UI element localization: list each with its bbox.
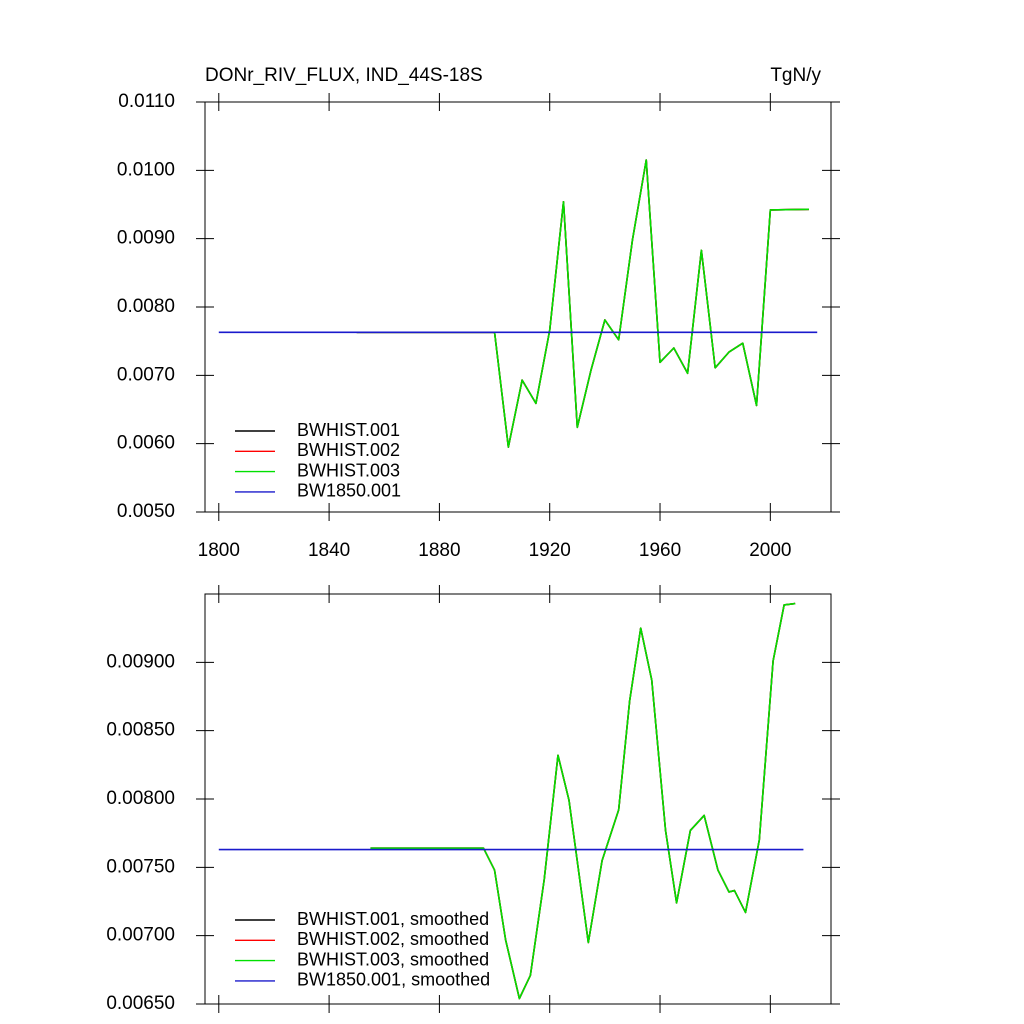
- legend-label: BWHIST.001, smoothed: [297, 909, 489, 929]
- y-tick-label: 0.0060: [117, 433, 175, 454]
- y-tick-label: 0.0070: [117, 364, 175, 385]
- y-tick-label: 0.00850: [106, 720, 175, 741]
- legend-label: BWHIST.003: [297, 460, 400, 480]
- series-line: [370, 602, 796, 1000]
- y-tick-label: 0.0050: [117, 501, 175, 522]
- legend-label: BW1850.001, smoothed: [297, 970, 490, 990]
- x-tick-label: 1960: [639, 540, 681, 561]
- x-tick-label: 2000: [749, 540, 791, 561]
- y-tick-label: 0.00700: [106, 925, 175, 946]
- legend-label: BW1850.001: [297, 481, 401, 501]
- x-tick-label: 1840: [308, 540, 350, 561]
- legend-label: BWHIST.003, smoothed: [297, 949, 489, 969]
- plot-frame: [204, 101, 832, 513]
- legend-label: BWHIST.001: [297, 420, 400, 440]
- y-tick-label: 0.00900: [106, 651, 175, 672]
- y-tick-label: 0.0110: [118, 91, 175, 112]
- series-line: [356, 159, 809, 448]
- y-tick-label: 0.00750: [106, 856, 175, 877]
- y-tick-label: 0.00650: [106, 993, 175, 1014]
- y-tick-label: 0.0080: [117, 296, 175, 317]
- x-tick-label: 1880: [418, 540, 460, 561]
- chart-title: DONr_RIV_FLUX, IND_44S-18S: [205, 65, 483, 86]
- y-tick-label: 0.0100: [117, 159, 175, 180]
- y-tick-label: 0.0090: [117, 228, 175, 249]
- legend-label: BWHIST.002, smoothed: [297, 929, 489, 949]
- x-tick-label: 1920: [529, 540, 571, 561]
- units-label: TgN/y: [770, 65, 821, 86]
- y-tick-label: 0.00800: [106, 788, 175, 809]
- plot-frame: [204, 593, 832, 1005]
- x-tick-label: 1800: [198, 540, 240, 561]
- legend-label: BWHIST.002: [297, 440, 400, 460]
